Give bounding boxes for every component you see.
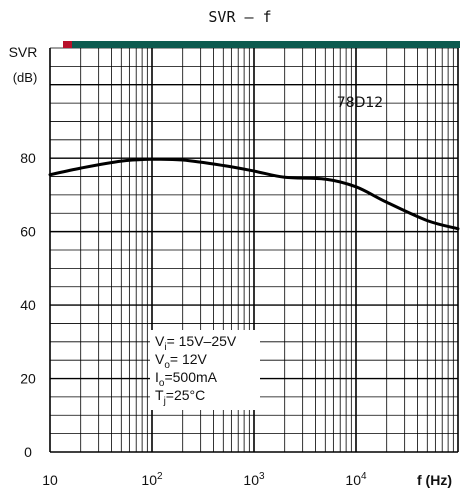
series-label: 78D12 bbox=[337, 95, 383, 111]
chart-title: SVR — f bbox=[208, 8, 271, 26]
y-tick-label: 40 bbox=[20, 297, 36, 313]
y-tick-label: 60 bbox=[20, 224, 36, 240]
y-tick-labels: 0 20 40 60 80 bbox=[20, 150, 36, 460]
x-tick-label: 102 bbox=[141, 471, 163, 488]
condition-line: Tj=25°C bbox=[155, 387, 205, 407]
x-tick-label: 103 bbox=[243, 471, 265, 488]
condition-line: Vi= 15V–25V bbox=[155, 333, 237, 353]
top-accent-marker bbox=[63, 41, 72, 48]
y-tick-label: 20 bbox=[20, 371, 36, 387]
top-accent-bar bbox=[72, 41, 460, 48]
x-tick-label: 10 bbox=[42, 472, 58, 488]
x-tick-label: 104 bbox=[345, 471, 367, 488]
condition-line: Io=500mA bbox=[155, 369, 218, 389]
y-tick-label: 80 bbox=[20, 150, 36, 166]
y-axis-unit: (dB) bbox=[13, 70, 38, 85]
y-axis-label: SVR bbox=[9, 44, 38, 60]
x-tick-labels: 10 102 103 104 bbox=[42, 471, 367, 488]
svr-curve bbox=[48, 157, 460, 231]
condition-line: Vo= 12V bbox=[155, 351, 208, 371]
y-tick-label: 0 bbox=[24, 444, 32, 460]
x-axis-label: f (Hz) bbox=[417, 472, 452, 488]
conditions-background bbox=[150, 330, 260, 410]
